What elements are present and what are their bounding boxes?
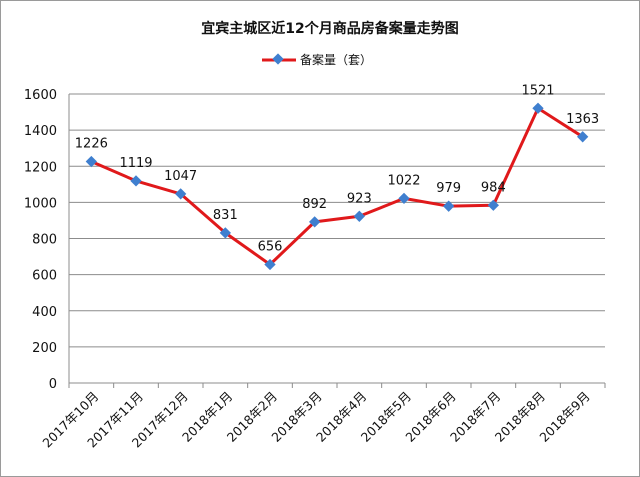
data-label: 892 — [302, 197, 327, 212]
data-label: 831 — [213, 208, 238, 223]
data-point — [85, 155, 97, 168]
legend-label: 备案量（套） — [300, 52, 372, 67]
legend-marker — [272, 53, 284, 65]
y-tick-label: 600 — [32, 269, 57, 284]
data-label: 1047 — [164, 169, 197, 184]
series-line — [90, 106, 584, 267]
data-point — [353, 210, 365, 222]
y-tick-label: 1000 — [24, 196, 57, 211]
data-point — [130, 175, 142, 187]
data-point — [487, 199, 499, 211]
data-label: 1119 — [119, 156, 152, 171]
data-label: 923 — [347, 191, 372, 206]
chart-title: 宜宾主城区近12个月商品房备案量走势图 — [201, 20, 458, 37]
data-point — [219, 227, 231, 239]
data-label: 1226 — [75, 137, 108, 152]
data-point — [309, 216, 321, 228]
y-tick-label: 1600 — [24, 88, 57, 103]
y-tick-label: 200 — [32, 341, 57, 356]
data-point — [577, 131, 589, 143]
data-label: 656 — [258, 240, 283, 255]
data-point — [398, 192, 410, 205]
data-label: 984 — [481, 180, 506, 195]
data-label: 1521 — [521, 83, 554, 98]
y-tick-label: 400 — [32, 305, 57, 320]
data-label: 979 — [436, 181, 461, 196]
y-tick-label: 800 — [32, 233, 57, 248]
data-label: 1363 — [566, 112, 599, 127]
data-point — [443, 200, 455, 212]
y-tick-label: 0 — [49, 377, 57, 392]
y-tick-label: 1400 — [24, 124, 57, 139]
y-tick-label: 1200 — [24, 160, 57, 175]
data-point — [264, 258, 276, 271]
data-point — [175, 188, 187, 200]
data-label: 1022 — [387, 173, 420, 188]
legend: 备案量（套） — [262, 52, 372, 67]
